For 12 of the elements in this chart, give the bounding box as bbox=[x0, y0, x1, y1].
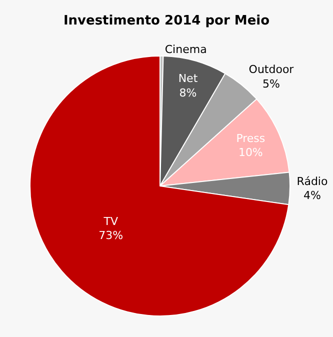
data-label: 4% bbox=[304, 189, 321, 202]
data-label: 73% bbox=[98, 229, 124, 242]
data-label: 10% bbox=[238, 146, 263, 160]
slice-label: Cinema bbox=[164, 43, 207, 56]
slice-label: Press bbox=[236, 132, 266, 145]
slice-label: Outdoor bbox=[248, 63, 294, 76]
slice-label: TV bbox=[102, 214, 118, 228]
slice-label: Rádio bbox=[296, 174, 328, 188]
chart-title: Investimento 2014 por Meio bbox=[63, 13, 270, 28]
data-label: 8% bbox=[179, 86, 197, 100]
slice-label: Net bbox=[178, 72, 198, 86]
data-label: 5% bbox=[262, 78, 280, 91]
